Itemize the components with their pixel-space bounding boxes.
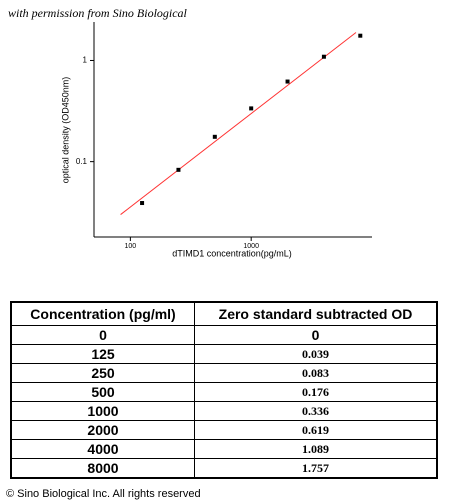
table-cell: 0: [194, 325, 438, 345]
table-cell: 0.619: [194, 420, 438, 440]
permission-note: with permission from Sino Biological: [8, 6, 187, 20]
x-tick-label: 100: [125, 243, 137, 250]
table-cell: 0.336: [194, 401, 438, 421]
table-row: 250 0.083: [10, 363, 438, 383]
table-row: 500 0.176: [10, 382, 438, 402]
table-cell: 0.039: [194, 344, 438, 364]
table-cell: 1.757: [194, 458, 438, 479]
data-point: [212, 134, 217, 139]
y-tick-label: 1: [83, 56, 88, 65]
data-point: [140, 201, 145, 206]
data-point: [285, 79, 290, 84]
header-cell: Concentration (pg/ml): [10, 301, 195, 326]
table-row: 2000 0.619: [10, 420, 438, 440]
data-table: Concentration (pg/ml) Zero standard subtr…: [10, 301, 438, 479]
chart: dTIMD1 concentration(pg/mL) optical dens…: [60, 22, 372, 258]
table-cell: 125: [10, 344, 195, 364]
data-point: [321, 54, 326, 59]
table-cell: 8000: [10, 458, 195, 479]
footer: © Sino Biological Inc. All rights reserv…: [6, 488, 201, 500]
table-cell: 250: [10, 363, 195, 383]
y-tick-label: 0.1: [76, 157, 88, 166]
table-header-row: Concentration (pg/ml) Zero standard subtr…: [10, 301, 438, 326]
table-cell: 0.083: [194, 363, 438, 383]
y-axis-label: optical density (OD450nm): [60, 77, 70, 184]
x-axis-label: dTIMD1 concentration(pg/mL): [172, 248, 292, 258]
table-cell: 1.089: [194, 439, 438, 459]
table-row: 4000 1.089: [10, 439, 438, 459]
table-cell: 2000: [10, 420, 195, 440]
fit-line: [120, 32, 357, 215]
header-cell: Zero standard subtracted OD: [194, 301, 438, 326]
table-cell: 1000: [10, 401, 195, 421]
table-row: 125 0.039: [10, 344, 438, 364]
data-point: [176, 167, 181, 172]
table-cell: 500: [10, 382, 195, 402]
table-cell: 0.176: [194, 382, 438, 402]
table-cell: 0: [10, 325, 195, 345]
x-tick-label: 1000: [243, 243, 259, 250]
data-point: [358, 33, 363, 38]
data-point: [249, 106, 254, 111]
table-row: 1000 0.336: [10, 401, 438, 421]
table-cell: 4000: [10, 439, 195, 459]
table-row: 8000 1.757: [10, 458, 438, 479]
